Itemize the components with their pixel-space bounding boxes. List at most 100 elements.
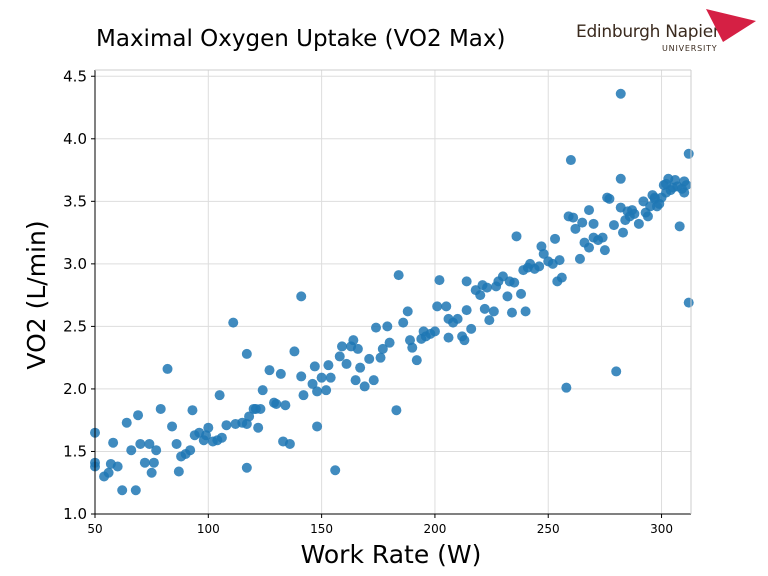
data-point [146, 467, 157, 478]
data-point [187, 405, 198, 416]
data-point [325, 372, 336, 383]
data-point [520, 306, 531, 317]
data-point [350, 375, 361, 386]
data-point [309, 361, 320, 372]
data-point [216, 432, 227, 443]
data-point [296, 291, 307, 302]
x-tick-label: 150 [310, 522, 333, 536]
data-point [679, 187, 690, 198]
data-point [323, 360, 334, 371]
data-point [221, 420, 232, 431]
data-point [584, 205, 595, 216]
data-point [536, 241, 547, 252]
data-point [538, 248, 549, 259]
data-point [479, 303, 490, 314]
logo-wordmark: Edinburgh Napier [576, 22, 720, 42]
data-point [167, 421, 178, 432]
data-point [441, 301, 452, 312]
data-point [649, 192, 660, 203]
data-point [556, 272, 567, 283]
data-point [121, 417, 132, 428]
x-tick-label: 300 [650, 522, 673, 536]
data-point [133, 410, 144, 421]
data-point [550, 233, 561, 244]
data-point [615, 173, 626, 184]
data-point [264, 365, 275, 376]
data-point [144, 438, 155, 449]
data-point [484, 315, 495, 326]
data-point [629, 208, 640, 219]
data-point [241, 348, 252, 359]
data-point [280, 400, 291, 411]
x-axis-label: Work Rate (W) [301, 540, 482, 569]
y-tick-label: 1.5 [63, 442, 87, 460]
data-point [561, 382, 572, 393]
data-point [375, 352, 386, 363]
x-tick-label: 100 [197, 522, 220, 536]
data-point [117, 485, 128, 496]
data-point [511, 231, 522, 242]
data-point [162, 363, 173, 374]
data-point [352, 343, 363, 354]
data-point [429, 326, 440, 337]
data-point [588, 218, 599, 229]
university-logo: Edinburgh Napier UNIVERSITY [576, 8, 760, 58]
data-point [443, 332, 454, 343]
data-point [364, 353, 375, 364]
data-point [214, 390, 225, 401]
data-point [108, 437, 119, 448]
data-point [228, 317, 239, 328]
data-point [681, 180, 692, 191]
data-point [407, 342, 418, 353]
data-point [568, 212, 579, 223]
x-tick-label: 250 [537, 522, 560, 536]
data-point [674, 221, 685, 232]
data-point [135, 438, 146, 449]
data-point [241, 418, 252, 429]
data-point [253, 422, 264, 433]
data-point [201, 430, 212, 441]
data-point [244, 411, 255, 422]
data-point [296, 371, 307, 382]
data-point [574, 253, 585, 264]
data-point [241, 462, 252, 473]
data-point [112, 461, 123, 472]
logo-subtitle: UNIVERSITY [662, 44, 718, 53]
x-tick-label: 200 [423, 522, 446, 536]
data-point [130, 485, 141, 496]
data-point [371, 322, 382, 333]
data-point [355, 362, 366, 373]
data-point [584, 242, 595, 253]
data-point [618, 227, 629, 238]
data-point [461, 276, 472, 287]
data-point [271, 398, 282, 409]
data-point [599, 245, 610, 256]
data-point [321, 385, 332, 396]
data-point [615, 88, 626, 99]
data-point [103, 467, 114, 478]
data-point [257, 385, 268, 396]
y-tick-label: 4.0 [63, 130, 87, 148]
data-point [683, 297, 694, 308]
y-tick-label: 3.0 [63, 255, 87, 273]
data-point [348, 335, 359, 346]
data-point [475, 290, 486, 301]
data-point [509, 277, 520, 288]
data-point [341, 358, 352, 369]
data-point [411, 355, 422, 366]
data-point [482, 282, 493, 293]
data-point [384, 337, 395, 348]
data-point [203, 422, 214, 433]
data-point [359, 381, 370, 392]
chart-title: Maximal Oxygen Uptake (VO2 Max) [96, 26, 506, 52]
data-point [334, 351, 345, 362]
y-tick-label: 3.5 [63, 192, 87, 210]
data-point [611, 366, 622, 377]
data-point [391, 405, 402, 416]
data-point [516, 288, 527, 299]
data-point [683, 148, 694, 159]
data-point [171, 438, 182, 449]
data-point [570, 223, 581, 234]
data-point [608, 220, 619, 231]
data-points [90, 88, 694, 496]
